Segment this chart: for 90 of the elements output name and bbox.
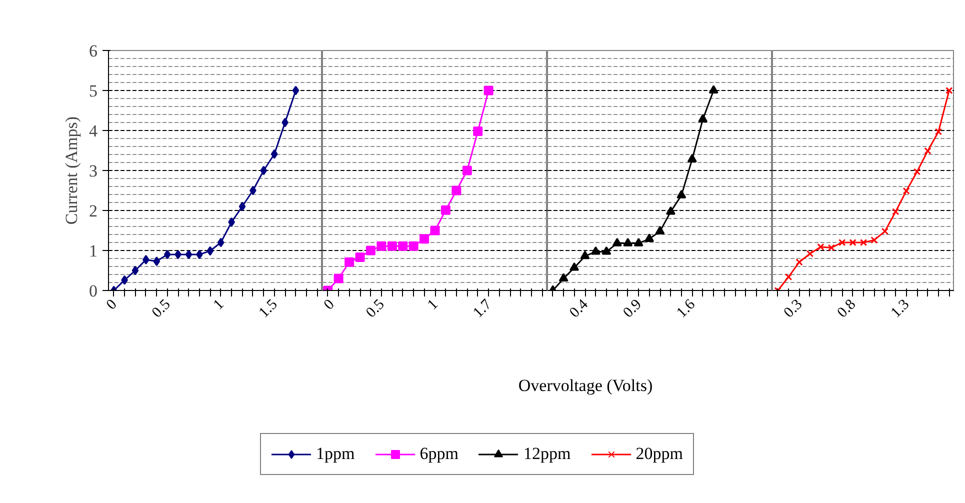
point bbox=[784, 273, 792, 280]
point bbox=[153, 256, 160, 266]
point bbox=[590, 246, 600, 255]
point bbox=[292, 86, 300, 96]
point bbox=[602, 246, 612, 255]
x-tick-label: 0.5 bbox=[149, 296, 174, 322]
point bbox=[408, 241, 418, 251]
x-tick-label: 1 bbox=[210, 296, 228, 314]
y-axis-title: Current (Amps) bbox=[62, 116, 81, 225]
point bbox=[828, 244, 835, 252]
point bbox=[570, 262, 580, 271]
point bbox=[580, 250, 590, 260]
point bbox=[398, 241, 408, 251]
legend-label: 20ppm bbox=[636, 444, 683, 464]
point bbox=[655, 226, 665, 234]
point bbox=[250, 186, 256, 196]
point bbox=[121, 275, 128, 285]
point bbox=[366, 246, 376, 256]
point bbox=[796, 258, 803, 266]
y-tick-label: 3 bbox=[89, 162, 98, 180]
point bbox=[870, 236, 878, 244]
point bbox=[164, 250, 171, 260]
point bbox=[270, 149, 278, 159]
point bbox=[355, 252, 365, 262]
y-tick-label: 4 bbox=[89, 122, 98, 140]
point bbox=[924, 147, 932, 154]
x-tick-label: 0 bbox=[104, 296, 120, 314]
point bbox=[484, 86, 494, 96]
point bbox=[892, 208, 900, 216]
legend-label: 6ppm bbox=[420, 444, 458, 464]
point bbox=[860, 238, 868, 246]
x-tick-label: 1.5 bbox=[256, 296, 281, 322]
point bbox=[440, 205, 450, 215]
point bbox=[334, 274, 344, 284]
point bbox=[142, 254, 150, 264]
x-tick-label: 1 bbox=[424, 296, 442, 314]
point bbox=[260, 166, 268, 176]
x-tick-label: 0.5 bbox=[363, 296, 388, 322]
point bbox=[806, 250, 814, 258]
point bbox=[132, 266, 139, 276]
point bbox=[881, 228, 888, 235]
legend-label: 12ppm bbox=[523, 444, 571, 464]
y-tick-label: 1 bbox=[89, 242, 98, 260]
point bbox=[913, 168, 921, 176]
point bbox=[849, 238, 856, 246]
point bbox=[387, 241, 397, 251]
point bbox=[420, 234, 430, 244]
point bbox=[282, 118, 288, 128]
y-tick-label: 6 bbox=[89, 42, 98, 60]
point bbox=[687, 154, 697, 162]
point bbox=[817, 243, 824, 250]
point bbox=[902, 187, 910, 194]
legend-label: 1ppm bbox=[316, 444, 355, 464]
point bbox=[634, 238, 644, 246]
x-tick-label: 1.3 bbox=[888, 296, 913, 322]
point bbox=[946, 86, 953, 94]
point bbox=[644, 234, 654, 242]
x-tick-label: 0.9 bbox=[620, 296, 645, 322]
point bbox=[473, 126, 483, 136]
x-tick-label: 1.7 bbox=[470, 296, 496, 322]
x-tick-label: 0 bbox=[321, 296, 338, 314]
point bbox=[558, 273, 568, 282]
point bbox=[185, 250, 192, 260]
y-tick-label: 5 bbox=[89, 82, 98, 100]
point bbox=[174, 250, 182, 260]
y-tick-label: 2 bbox=[89, 202, 98, 220]
x-tick-label: 1.6 bbox=[674, 296, 699, 322]
point bbox=[452, 186, 462, 196]
x-tick-label: 0.8 bbox=[834, 296, 860, 322]
point bbox=[196, 250, 203, 260]
point bbox=[430, 226, 440, 236]
point bbox=[708, 85, 718, 94]
point bbox=[698, 114, 708, 122]
x-tick-label: 0.3 bbox=[781, 296, 806, 322]
point bbox=[934, 128, 942, 136]
y-tick-label: 0 bbox=[89, 282, 98, 300]
point bbox=[838, 238, 846, 246]
point bbox=[676, 190, 686, 198]
point bbox=[238, 202, 246, 212]
point bbox=[376, 241, 386, 251]
x-tick-label: 0.4 bbox=[566, 296, 592, 322]
point bbox=[228, 217, 235, 227]
point bbox=[612, 238, 622, 246]
point bbox=[217, 238, 224, 248]
x-axis-title: Overvoltage (Volts) bbox=[518, 376, 653, 395]
point bbox=[344, 257, 354, 267]
point bbox=[666, 206, 676, 215]
point bbox=[206, 246, 214, 256]
point bbox=[623, 238, 633, 246]
point bbox=[462, 166, 472, 176]
